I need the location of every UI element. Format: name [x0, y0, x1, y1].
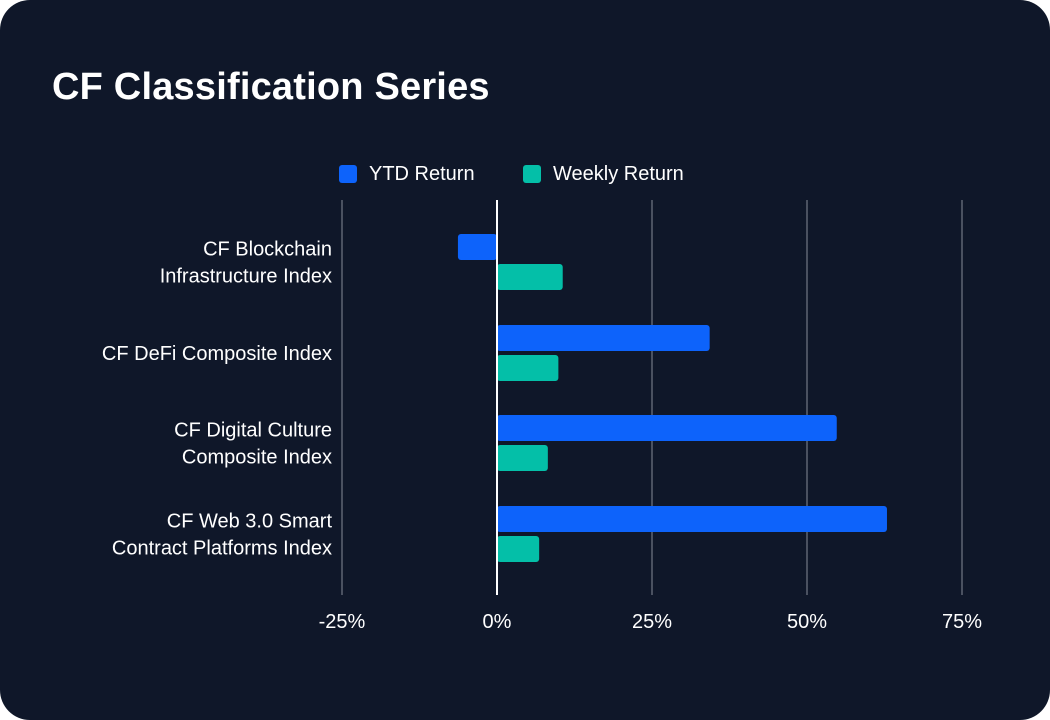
category-label-3-line-0: CF Web 3.0 Smart [167, 511, 333, 533]
bar-weekly-return-0[interactable] [497, 264, 563, 290]
category-label-3-line-1: Contract Platforms Index [112, 538, 332, 560]
bar-weekly-return-3[interactable] [497, 536, 540, 562]
bar-ytd-return-1[interactable] [497, 325, 710, 351]
legend-item-weekly-return[interactable]: Weekly Return [523, 158, 684, 190]
x-tick-label-1: 0% [483, 611, 512, 633]
category-label-2-line-1: Composite Index [182, 447, 332, 469]
bar-ytd-return-2[interactable] [497, 415, 837, 441]
legend-label-weekly-return: Weekly Return [553, 163, 684, 185]
category-label-1-line-0: CF DeFi Composite Index [102, 343, 332, 365]
x-tick-label-3: 50% [787, 611, 827, 633]
bar-weekly-return-2[interactable] [497, 445, 548, 471]
bar-ytd-return-3[interactable] [497, 506, 887, 532]
x-tick-label-0: -25% [319, 611, 366, 633]
category-label-0-line-0: CF Blockchain [203, 239, 332, 261]
legend-label-ytd-return: YTD Return [369, 163, 475, 185]
legend-swatch-ytd-return [339, 165, 357, 183]
chart-title: CF Classification Series [52, 66, 490, 108]
bar-weekly-return-1[interactable] [497, 355, 559, 381]
bar-ytd-return-0[interactable] [457, 234, 497, 260]
legend-item-ytd-return[interactable]: YTD Return [339, 158, 475, 190]
category-label-2-line-0: CF Digital Culture [174, 420, 332, 442]
legend-swatch-weekly-return [523, 165, 541, 183]
chart-legend: YTD Return Weekly Return [0, 158, 1050, 190]
x-tick-label-2: 25% [632, 611, 672, 633]
category-label-0-line-1: Infrastructure Index [160, 266, 332, 288]
x-tick-label-4: 75% [942, 611, 982, 633]
